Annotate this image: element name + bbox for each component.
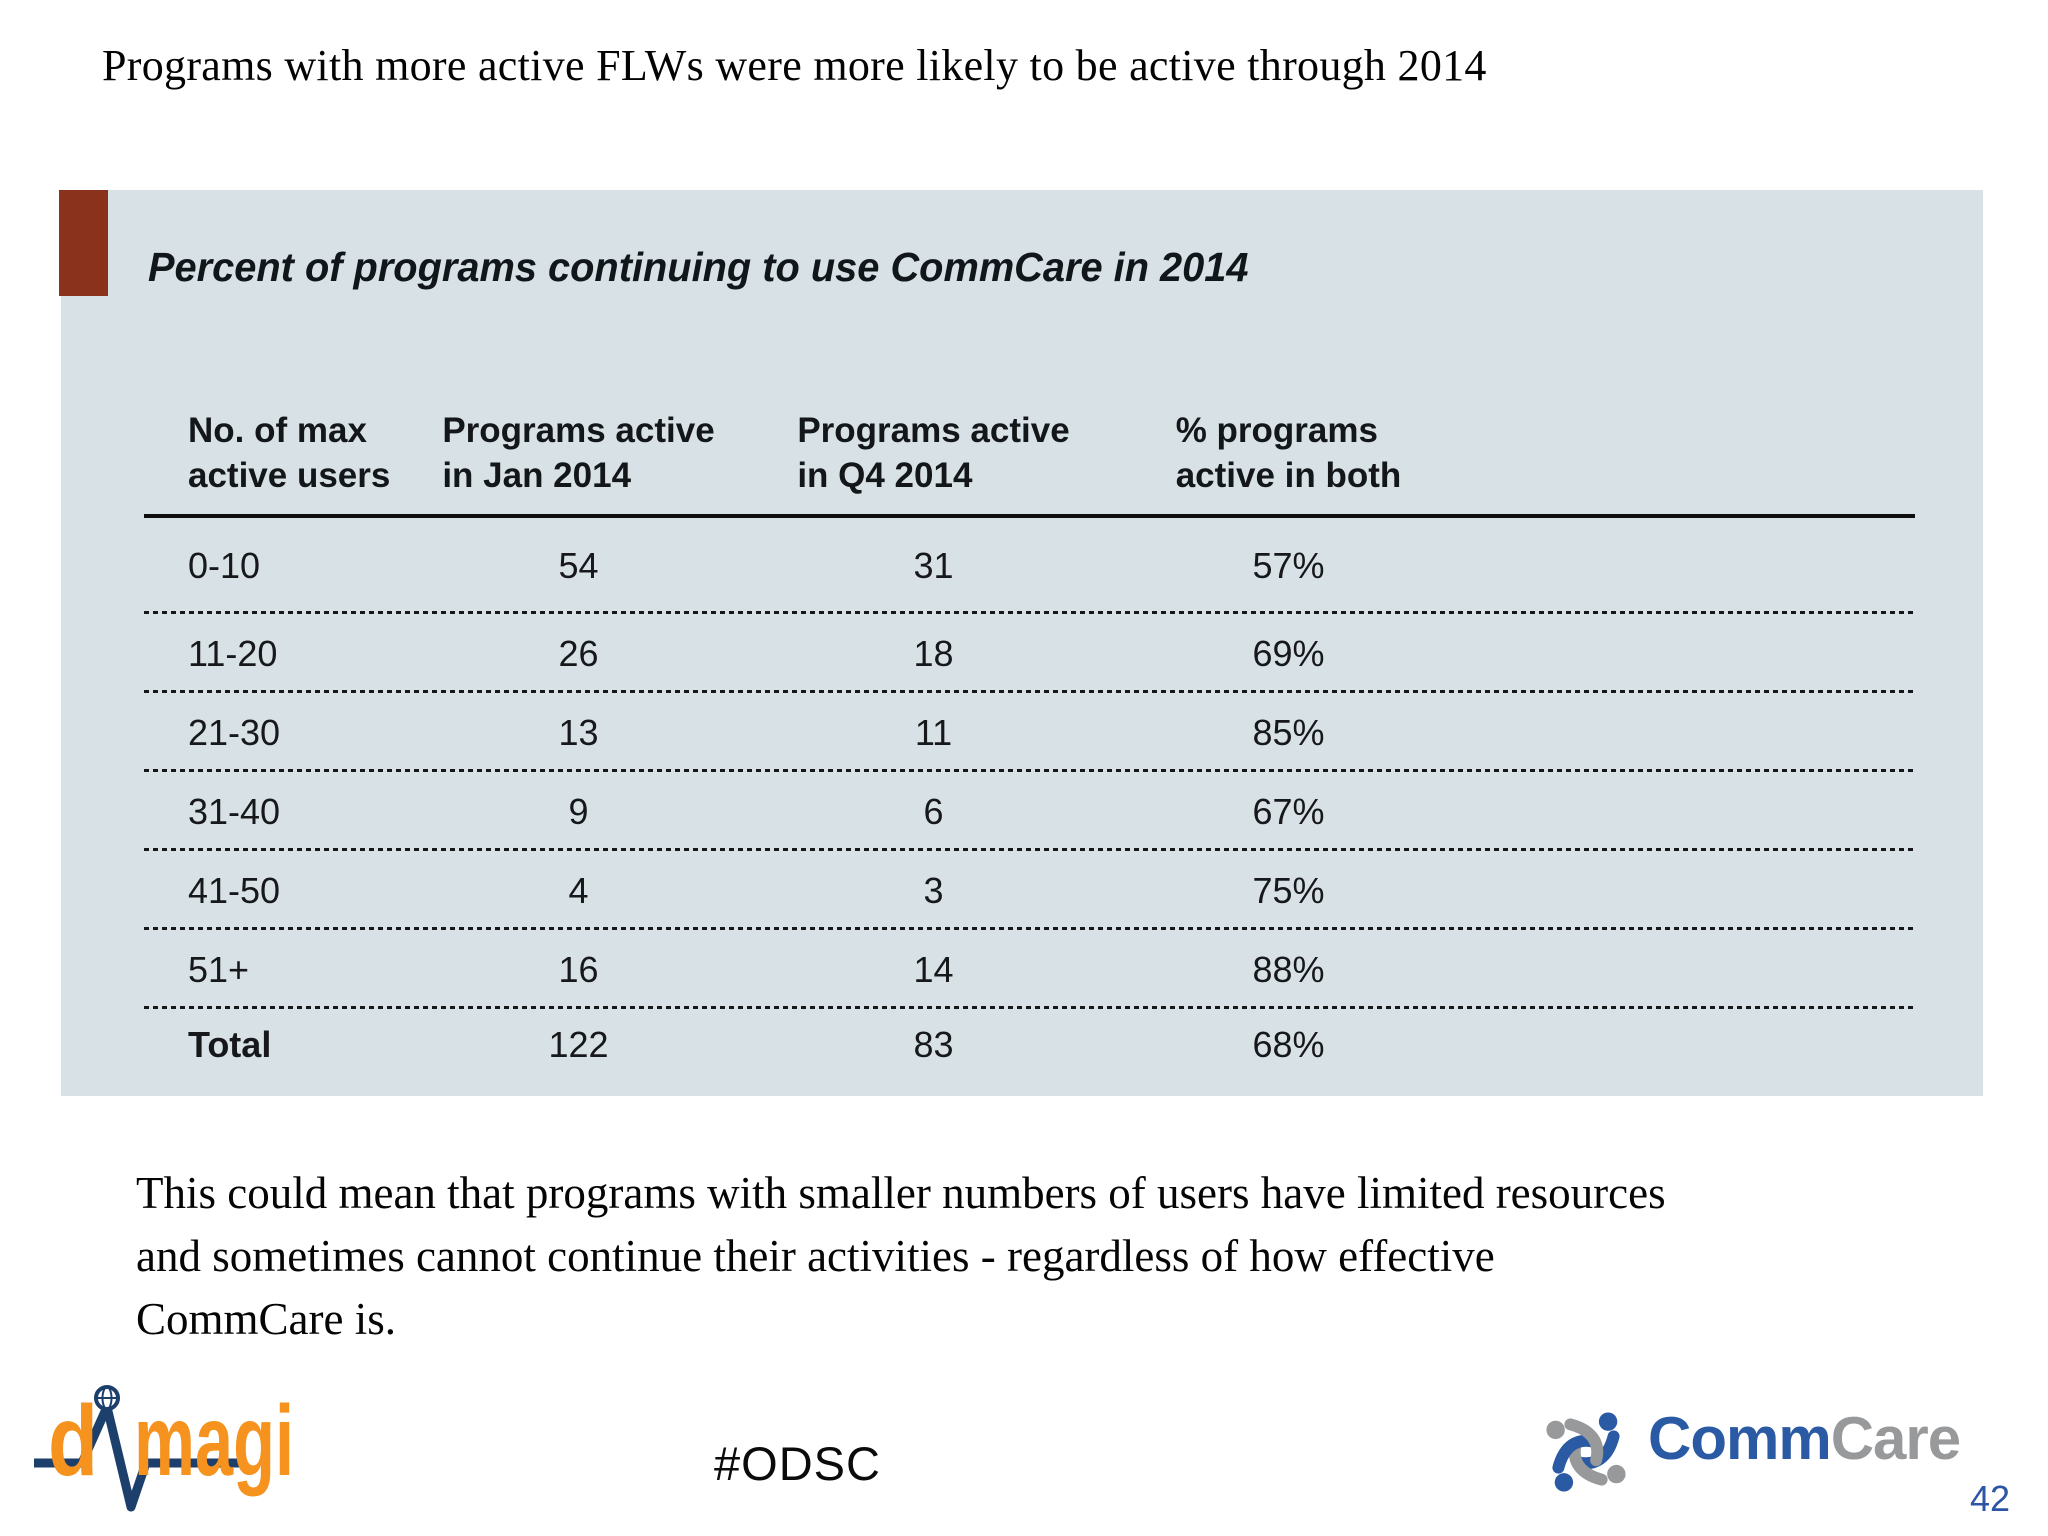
cell-jan: 16	[558, 948, 599, 990]
header-line: No. of max	[188, 411, 367, 450]
cell-q4: 6	[923, 790, 944, 832]
header-rule	[144, 514, 1915, 518]
table-row: 31-40 9 6 67%	[144, 772, 1915, 851]
row-separator	[144, 611, 1915, 614]
cell-q4: 11	[914, 711, 953, 753]
cell-pct: 69%	[1252, 632, 1325, 674]
row-separator	[144, 690, 1915, 693]
cell-jan: 13	[558, 711, 599, 753]
cell-pct: 67%	[1252, 790, 1325, 832]
commcare-wordmark: CommCare	[1648, 1404, 1961, 1473]
cell-range: Total	[188, 1024, 272, 1065]
table-row: 51+ 16 14 88%	[144, 930, 1915, 1009]
cell-q4: 83	[913, 1024, 954, 1065]
header-line: active users	[188, 456, 391, 495]
table-row: 21-30 13 11 85%	[144, 693, 1915, 772]
row-separator	[144, 927, 1915, 930]
row-separator	[144, 848, 1915, 851]
col-header-q4-2014: Programs active in Q4 2014	[756, 408, 1111, 498]
cell-pct: 75%	[1252, 869, 1325, 911]
commcare-pinwheel-icon	[1546, 1412, 1626, 1492]
dimagi-heartbeat-icon: d magi	[29, 1385, 294, 1512]
cell-pct: 57%	[1252, 545, 1325, 586]
header-line: in Q4 2014	[797, 456, 973, 495]
accent-bar	[59, 190, 108, 296]
row-separator	[144, 1006, 1915, 1009]
figure-title: Percent of programs continuing to use Co…	[148, 244, 1249, 290]
row-separator	[144, 769, 1915, 772]
cell-jan: 54	[558, 545, 599, 586]
col-header-max-active-users: No. of max active users	[144, 408, 401, 498]
col-header-pct-active-both: % programs active in both	[1111, 408, 1466, 498]
header-line: active in both	[1175, 456, 1402, 495]
cell-range: 41-50	[188, 869, 281, 911]
cell-q4: 14	[913, 948, 954, 990]
dimagi-logo: d magi	[29, 1383, 306, 1536]
table-row-total: Total 122 83 68%	[144, 1009, 1915, 1081]
page-number: 42	[1970, 1478, 2011, 1519]
commcare-care: Care	[1830, 1404, 1961, 1472]
cell-jan: 9	[568, 790, 589, 832]
dimagi-letters-magi: magi	[134, 1385, 294, 1497]
table-row: 0-10 54 31 57%	[144, 518, 1915, 614]
commcare-comm: Comm	[1648, 1404, 1832, 1472]
col-header-jan-2014: Programs active in Jan 2014	[401, 408, 756, 498]
header-line: % programs	[1175, 411, 1378, 450]
cell-range: 21-30	[188, 711, 281, 753]
header-line: Programs active	[797, 411, 1070, 450]
cell-range: 0-10	[188, 545, 261, 586]
data-table: No. of max active users Programs active …	[144, 408, 1915, 1081]
cell-q4: 3	[923, 869, 944, 911]
cell-q4: 31	[913, 545, 954, 586]
cell-pct: 88%	[1252, 948, 1325, 990]
body-paragraph: This could mean that programs with small…	[136, 1168, 1666, 1344]
cell-range: 51+	[188, 948, 250, 990]
slide-title: Programs with more active FLWs were more…	[102, 41, 1487, 90]
header-line: Programs active	[442, 411, 715, 450]
cell-pct: 85%	[1252, 711, 1325, 753]
table-row: 11-20 26 18 69%	[144, 614, 1915, 693]
cell-q4: 18	[913, 632, 954, 674]
commcare-logo: CommCare	[1540, 1404, 1961, 1498]
cell-range: 11-20	[188, 632, 278, 674]
header-line: in Jan 2014	[442, 456, 632, 495]
hashtag-odsc: #ODSC	[714, 1437, 881, 1490]
dimagi-letter-d: d	[48, 1385, 98, 1497]
cell-jan: 122	[548, 1024, 609, 1065]
cell-jan: 4	[568, 869, 589, 911]
cell-range: 31-40	[188, 790, 281, 832]
cell-jan: 26	[558, 632, 599, 674]
table-row: 41-50 4 3 75%	[144, 851, 1915, 930]
figure-panel	[61, 190, 1983, 1096]
table-header-row: No. of max active users Programs active …	[144, 408, 1915, 498]
cell-pct: 68%	[1252, 1024, 1325, 1065]
